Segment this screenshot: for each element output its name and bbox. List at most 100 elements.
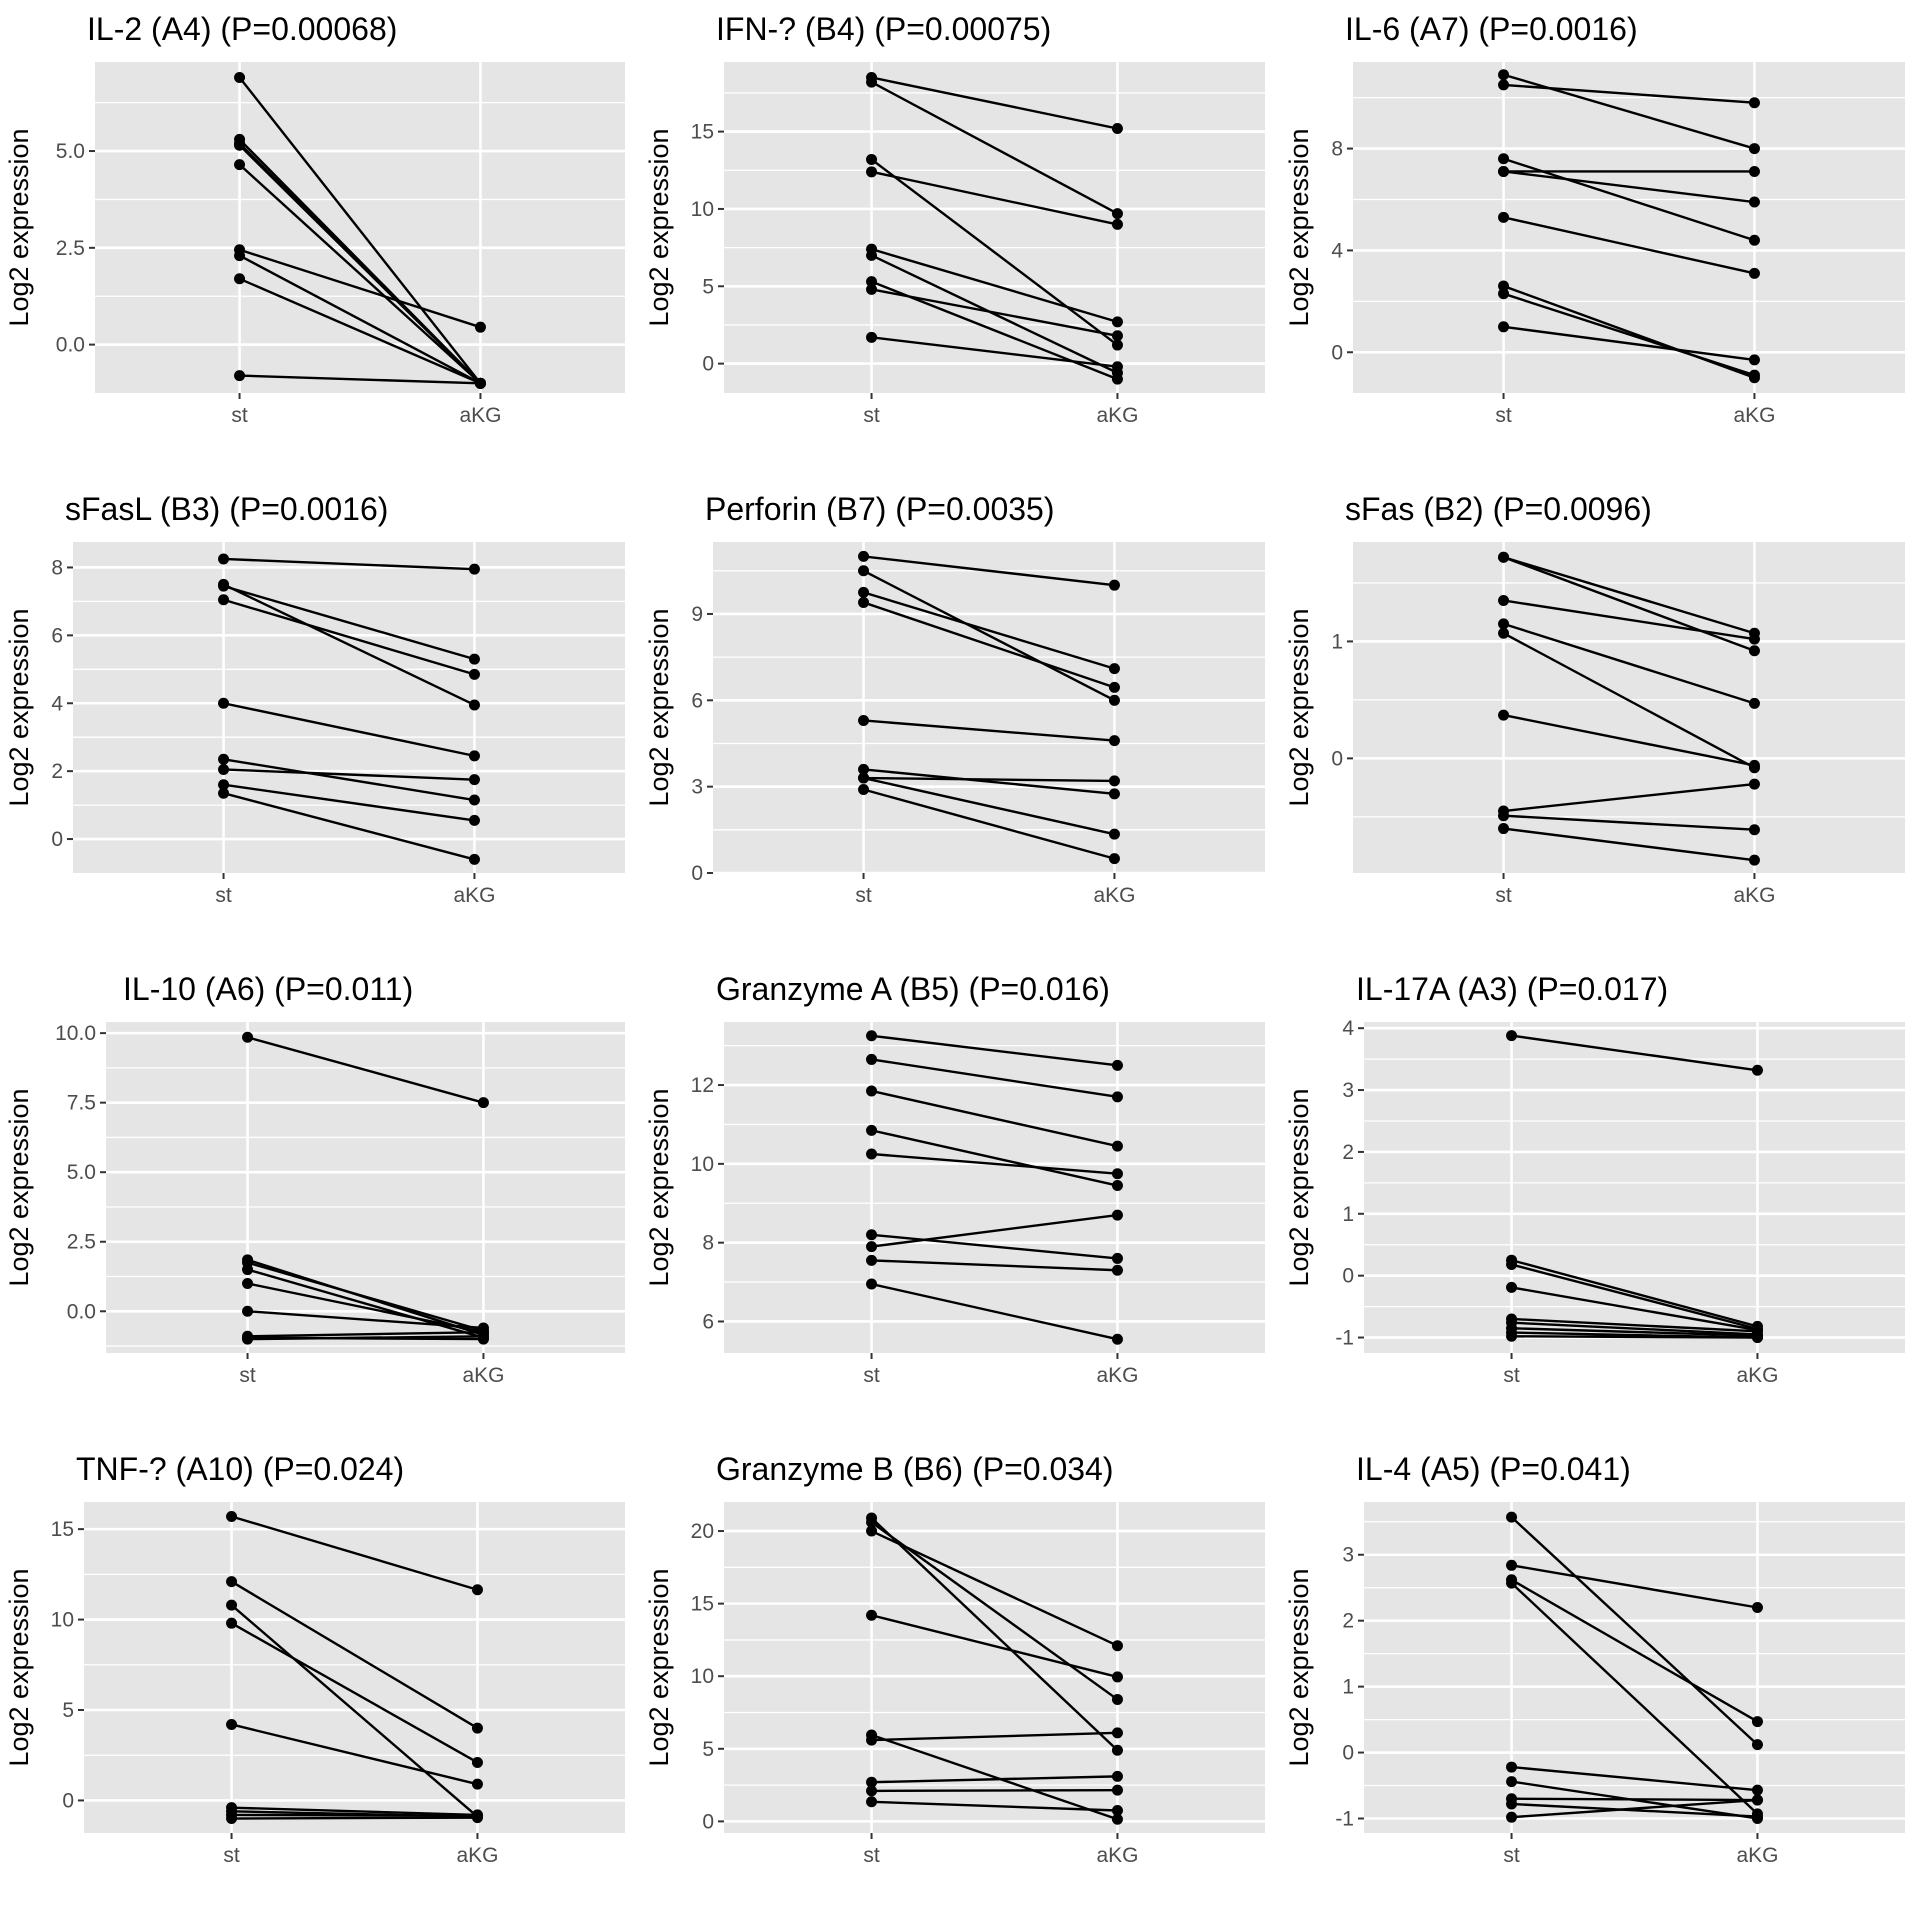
point-st — [1506, 1559, 1518, 1571]
pair-line — [871, 254, 1118, 374]
y-tick-label: 0 — [51, 828, 63, 851]
point-st — [866, 276, 878, 288]
point-st — [1498, 280, 1510, 292]
pair-line — [231, 1806, 478, 1817]
chart-panel: IL-6 (A7) (P=0.0016) 0 4 8 st aKG Log2 express… — [1280, 0, 1920, 480]
chart-svg: sFasL (B3) (P=0.0016) 0 2 4 6 8 st aKG Log2 expr… — [4, 491, 625, 907]
pair-line — [871, 1259, 1118, 1272]
pair-line — [238, 163, 482, 385]
point-akg — [1111, 1091, 1123, 1103]
pair-line — [230, 1604, 479, 1818]
point-st — [866, 1254, 878, 1266]
point-st — [866, 76, 878, 88]
chart-title: IL-10 (A6) (P=0.011) — [123, 971, 413, 1007]
point-st — [218, 779, 230, 791]
y-tick-label: 4 — [1342, 1017, 1354, 1040]
pair-line — [871, 1034, 1118, 1067]
pair-line — [238, 254, 482, 385]
point-akg — [1751, 1716, 1763, 1728]
point-st — [218, 787, 230, 799]
point-akg — [1748, 824, 1760, 836]
y-tick-label: 2.5 — [56, 237, 85, 260]
plot-background — [1353, 542, 1905, 873]
chart-svg: Granzyme B (B6) (P=0.034) 0 5 10 15 20 st aKG Lo… — [644, 1451, 1265, 1867]
pair-line — [863, 788, 1115, 860]
point-akg — [1748, 697, 1760, 709]
pair-line — [871, 1529, 1118, 1647]
point-akg — [471, 1812, 483, 1824]
y-tick-label: 10 — [691, 1665, 714, 1688]
pair-line — [1503, 83, 1755, 104]
point-akg — [468, 853, 480, 865]
point-akg — [474, 377, 486, 389]
point-akg — [1108, 853, 1120, 865]
point-st — [226, 1576, 238, 1588]
y-tick-label: 0 — [702, 1810, 714, 1833]
point-akg — [471, 1584, 483, 1596]
point-st — [866, 1241, 878, 1253]
pair-line — [1511, 1802, 1758, 1818]
y-tick-label: 7.5 — [67, 1092, 96, 1115]
y-tick-label: -1 — [1335, 1807, 1354, 1830]
point-akg — [1748, 778, 1760, 790]
y-axis-label: Log2 expression — [1284, 608, 1314, 806]
point-st — [234, 370, 246, 382]
point-akg — [477, 1330, 489, 1342]
point-st — [234, 139, 246, 151]
point-st — [1506, 1259, 1518, 1271]
point-st — [1506, 1776, 1518, 1788]
point-st — [866, 1124, 878, 1136]
y-tick-label: 0 — [1331, 747, 1343, 770]
pair-line — [871, 1089, 1118, 1148]
point-akg — [1111, 1140, 1123, 1152]
point-st — [866, 153, 878, 165]
pair-line — [871, 1129, 1118, 1187]
y-tick-label: 3 — [1342, 1079, 1354, 1102]
point-akg — [1751, 1794, 1763, 1806]
x-tick-label: st — [863, 404, 880, 427]
point-akg — [1111, 1813, 1123, 1825]
chart-title: Perforin (B7) (P=0.0035) — [705, 491, 1055, 527]
point-st — [1506, 1577, 1518, 1589]
y-tick-label: 12 — [691, 1074, 714, 1097]
point-st — [858, 550, 870, 562]
pair-line — [1503, 325, 1755, 362]
point-akg — [1751, 1332, 1763, 1344]
y-tick-label: 5.0 — [67, 1161, 96, 1184]
pair-line — [863, 768, 1115, 796]
pair-line — [1511, 1797, 1758, 1802]
pair-line — [231, 1515, 478, 1591]
point-akg — [1108, 663, 1120, 675]
x-tick-label: aKG — [1733, 404, 1775, 427]
x-tick-label: st — [863, 1844, 880, 1867]
point-st — [858, 596, 870, 608]
x-tick-label: st — [215, 884, 232, 907]
pair-line — [238, 144, 482, 385]
pair-line — [1503, 556, 1755, 635]
point-akg — [1111, 1727, 1123, 1739]
point-akg — [1748, 196, 1760, 208]
pair-line — [863, 555, 1115, 587]
point-st — [218, 753, 230, 765]
point-st — [1498, 79, 1510, 91]
chart-svg: IFN-? (B4) (P=0.00075) 0 5 10 15 st aKG Log2 ex… — [644, 11, 1265, 427]
point-st — [858, 784, 870, 796]
point-st — [858, 586, 870, 598]
pair-line — [1502, 632, 1756, 769]
point-akg — [1748, 854, 1760, 866]
y-tick-label: 2 — [1342, 1610, 1354, 1633]
chart-svg: Perforin (B7) (P=0.0035) 0 3 6 9 st aKG Log2 ex… — [644, 491, 1265, 907]
y-tick-label: 1 — [1342, 1203, 1354, 1226]
pair-line — [871, 1152, 1118, 1175]
pair-line — [1503, 292, 1755, 377]
point-akg — [1748, 143, 1760, 155]
point-akg — [1108, 735, 1120, 747]
point-akg — [1748, 759, 1760, 771]
point-st — [242, 1277, 254, 1289]
x-tick-label: aKG — [1096, 1364, 1138, 1387]
pair-line — [239, 374, 481, 385]
y-tick-label: 0 — [702, 353, 714, 376]
y-axis-label: Log2 expression — [644, 1088, 674, 1286]
point-st — [1498, 211, 1510, 223]
x-tick-label: st — [855, 884, 872, 907]
